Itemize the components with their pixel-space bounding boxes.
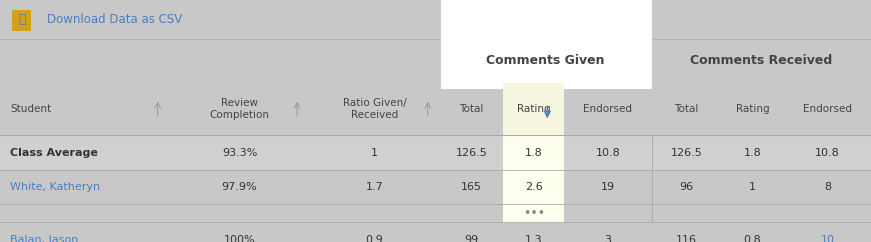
Text: Endorsed: Endorsed xyxy=(803,104,852,114)
Text: Download Data as CSV: Download Data as CSV xyxy=(47,13,182,26)
FancyBboxPatch shape xyxy=(503,222,564,242)
FancyBboxPatch shape xyxy=(0,170,871,204)
Text: 1.8: 1.8 xyxy=(525,148,543,158)
Text: 0.8: 0.8 xyxy=(744,235,761,242)
Text: 116: 116 xyxy=(676,235,697,242)
Text: Total: Total xyxy=(674,104,699,114)
Text: Rating: Rating xyxy=(736,104,769,114)
Text: 📄: 📄 xyxy=(18,13,25,26)
Text: 93.3%: 93.3% xyxy=(222,148,257,158)
FancyBboxPatch shape xyxy=(503,83,564,135)
Text: 97.9%: 97.9% xyxy=(222,182,257,192)
Text: 2.6: 2.6 xyxy=(525,182,543,192)
Text: Total: Total xyxy=(460,104,483,114)
Text: Comments Received: Comments Received xyxy=(690,54,833,68)
Text: Class Average: Class Average xyxy=(10,148,98,158)
Text: Review
Completion: Review Completion xyxy=(210,98,269,120)
FancyBboxPatch shape xyxy=(440,0,652,89)
FancyBboxPatch shape xyxy=(0,0,871,39)
Text: Balan, Jason: Balan, Jason xyxy=(10,235,79,242)
Text: Ratio Given/
Received: Ratio Given/ Received xyxy=(342,98,407,120)
Text: Rating: Rating xyxy=(517,104,550,114)
Text: 99: 99 xyxy=(464,235,479,242)
Text: 3: 3 xyxy=(604,235,611,242)
Text: 1: 1 xyxy=(371,148,378,158)
Text: 10.8: 10.8 xyxy=(815,148,840,158)
Text: Comments Given: Comments Given xyxy=(486,54,605,68)
Text: 126.5: 126.5 xyxy=(671,148,702,158)
Text: 1: 1 xyxy=(749,182,756,192)
Text: 96: 96 xyxy=(679,182,693,192)
Text: 8: 8 xyxy=(824,182,831,192)
Text: 0.9: 0.9 xyxy=(366,235,383,242)
FancyBboxPatch shape xyxy=(0,222,871,242)
FancyBboxPatch shape xyxy=(503,170,564,204)
Text: 10: 10 xyxy=(820,235,834,242)
Text: 165: 165 xyxy=(461,182,483,192)
FancyBboxPatch shape xyxy=(0,204,871,222)
Text: Student: Student xyxy=(10,104,51,114)
Text: 1.7: 1.7 xyxy=(366,182,383,192)
Text: White, Katheryn: White, Katheryn xyxy=(10,182,100,192)
FancyBboxPatch shape xyxy=(0,39,871,83)
Text: 1.8: 1.8 xyxy=(744,148,761,158)
FancyBboxPatch shape xyxy=(12,10,31,30)
FancyBboxPatch shape xyxy=(503,135,564,170)
FancyBboxPatch shape xyxy=(503,204,564,222)
Text: 1.3: 1.3 xyxy=(525,235,543,242)
Text: 100%: 100% xyxy=(224,235,255,242)
Text: 10.8: 10.8 xyxy=(596,148,620,158)
FancyBboxPatch shape xyxy=(0,135,871,170)
Text: 19: 19 xyxy=(601,182,615,192)
Text: Endorsed: Endorsed xyxy=(584,104,632,114)
Text: 126.5: 126.5 xyxy=(456,148,488,158)
Text: •••: ••• xyxy=(523,207,545,220)
FancyBboxPatch shape xyxy=(0,83,871,135)
